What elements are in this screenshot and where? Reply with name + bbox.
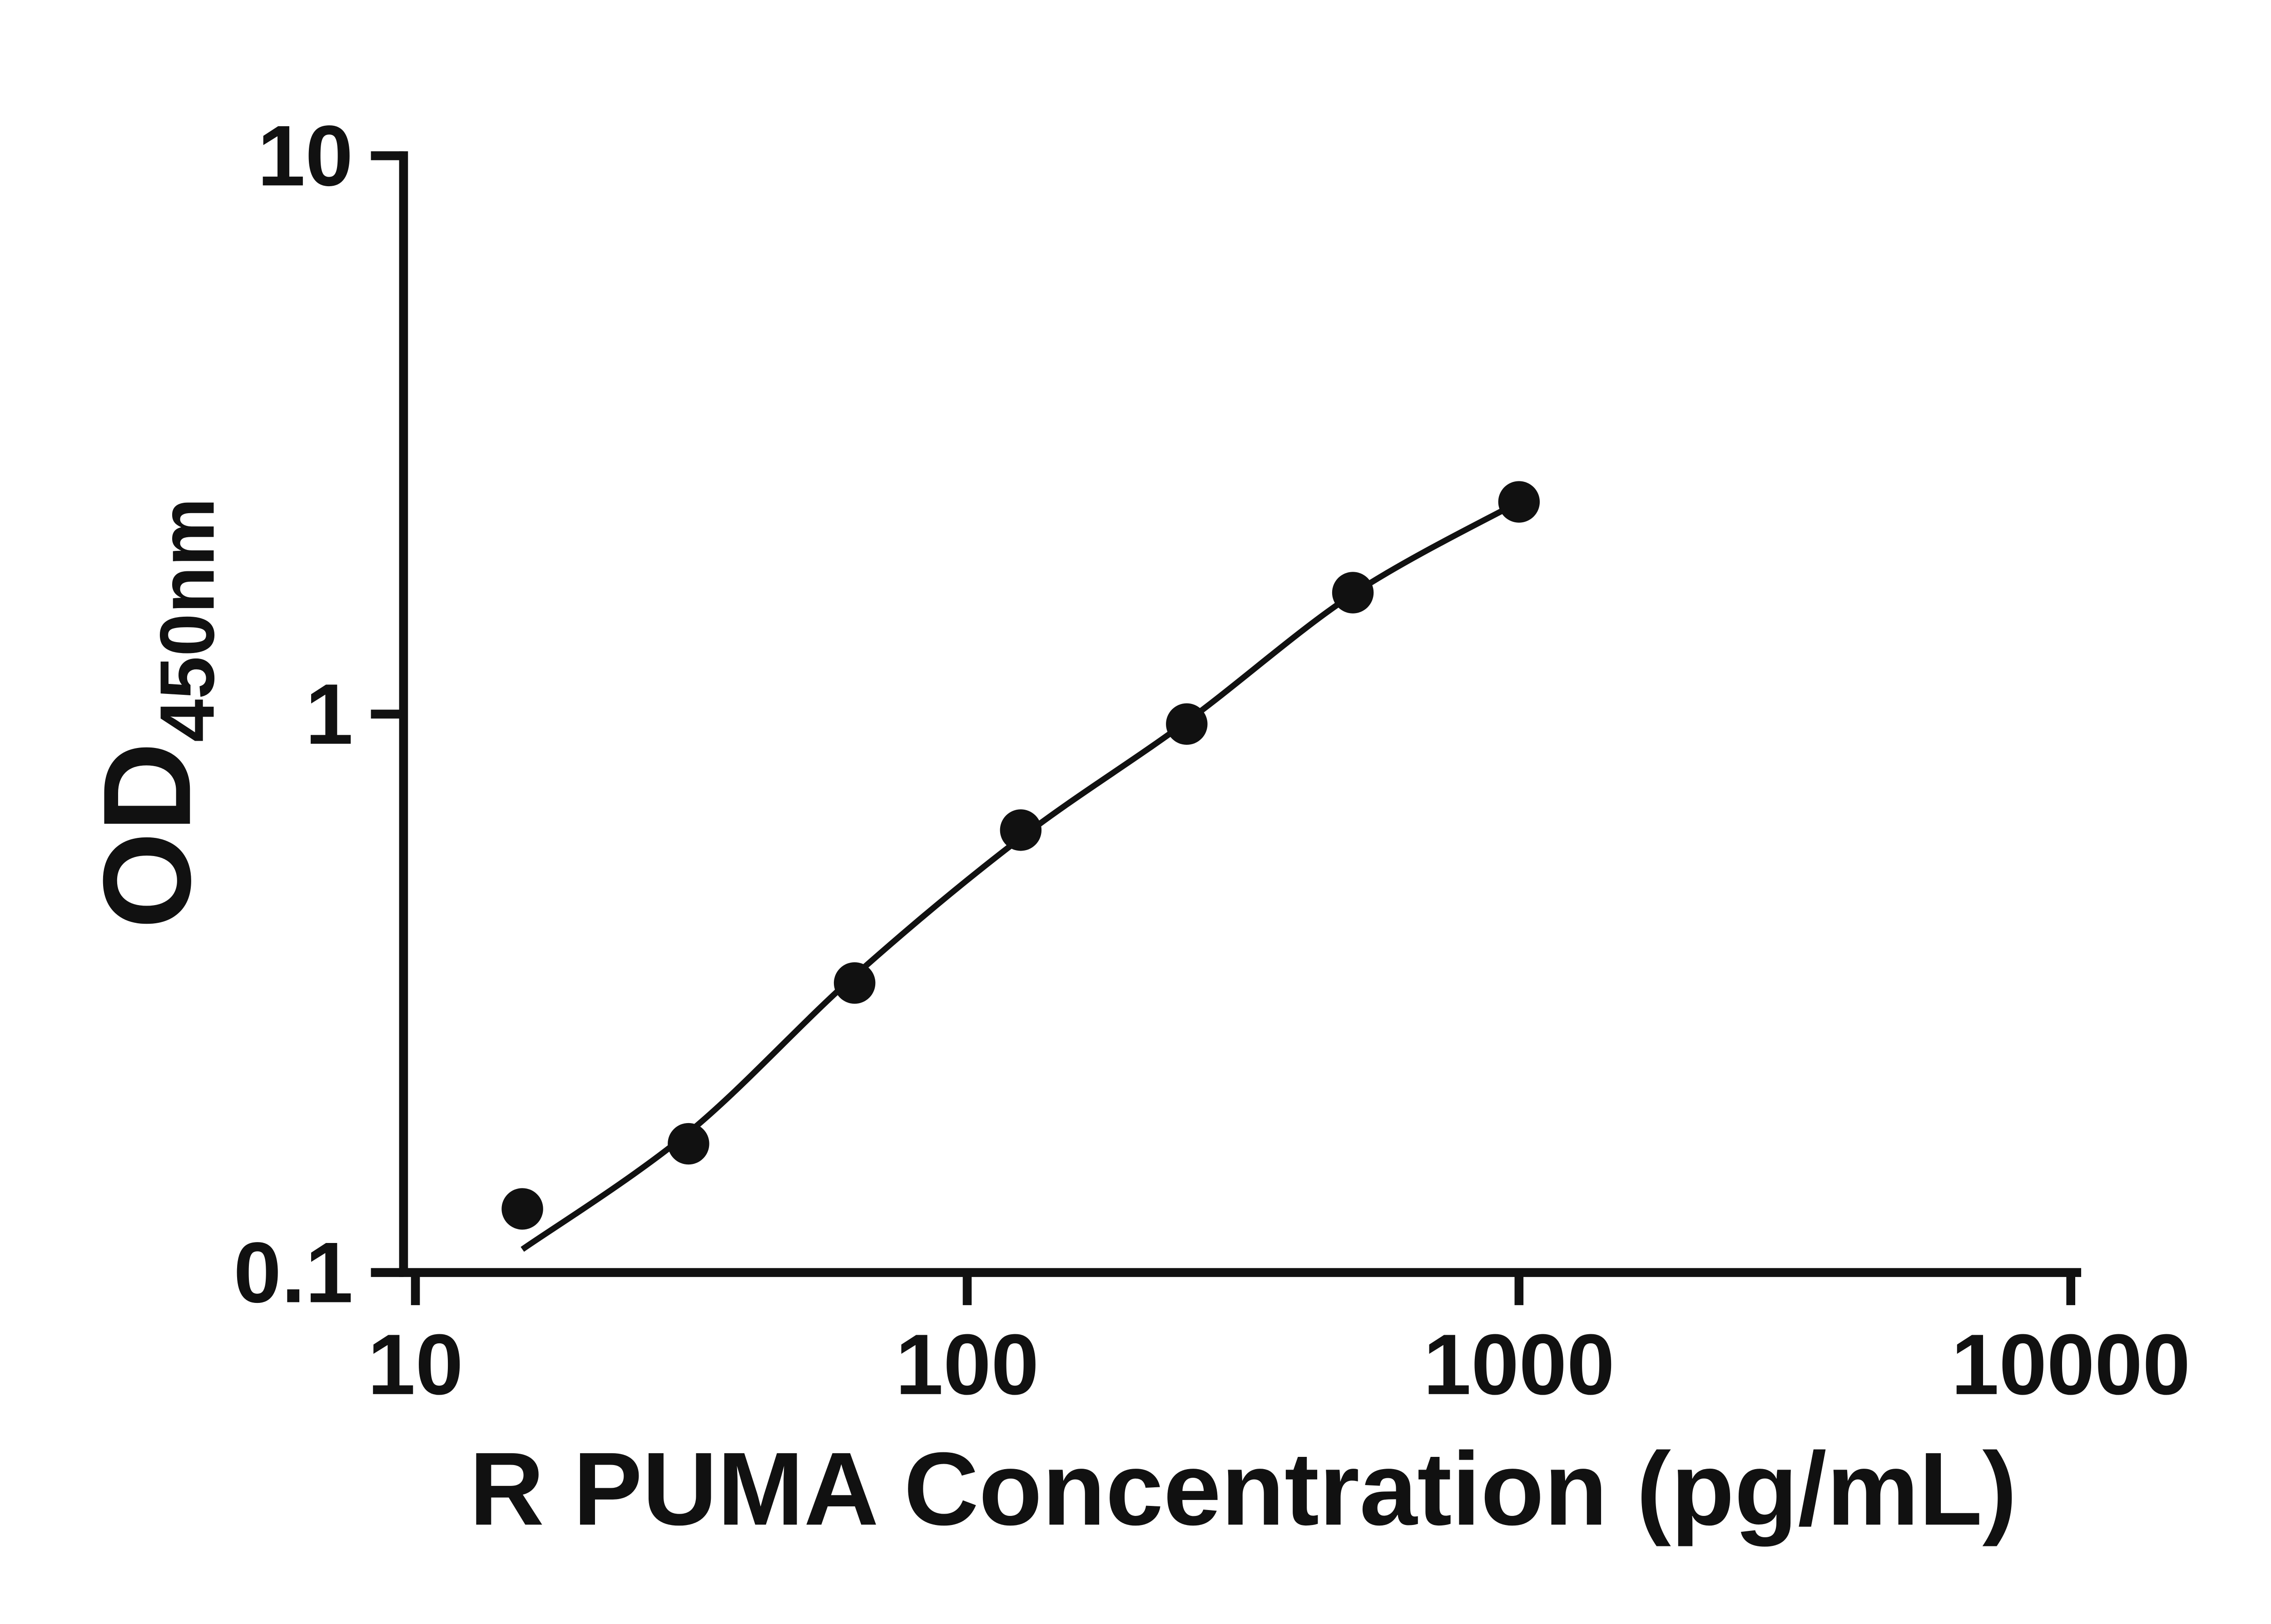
- data-point: [1166, 703, 1208, 745]
- y-tick-label: 1: [305, 667, 353, 762]
- y-axis-label-main: OD: [78, 742, 217, 929]
- axes: [399, 151, 2082, 1277]
- x-tick-label: 100: [895, 1317, 1039, 1413]
- y-tick-label: 10: [258, 108, 353, 204]
- x-axis-label: R PUMA Concentration (pg/mL): [469, 1431, 2017, 1547]
- x-tick-label: 10: [367, 1317, 463, 1413]
- data-point: [1000, 809, 1042, 851]
- y-axis-label: OD450nm: [78, 498, 230, 929]
- data-point: [1498, 481, 1540, 523]
- data-point: [668, 1123, 709, 1165]
- x-tick-label: 10000: [1951, 1317, 2191, 1413]
- ticks: [371, 151, 2075, 1305]
- data-point: [501, 1188, 543, 1230]
- series: [501, 481, 1540, 1252]
- y-axis-label-sub: 450nm: [144, 498, 230, 742]
- data-point: [1332, 572, 1374, 614]
- axis-spine: [399, 151, 2082, 1277]
- y-tick-label: 0.1: [233, 1225, 353, 1321]
- data-point: [833, 962, 876, 1004]
- tick-labels: 10 100 1000 10000 0.1 1 10: [233, 108, 2190, 1413]
- x-tick-label: 1000: [1423, 1317, 1615, 1413]
